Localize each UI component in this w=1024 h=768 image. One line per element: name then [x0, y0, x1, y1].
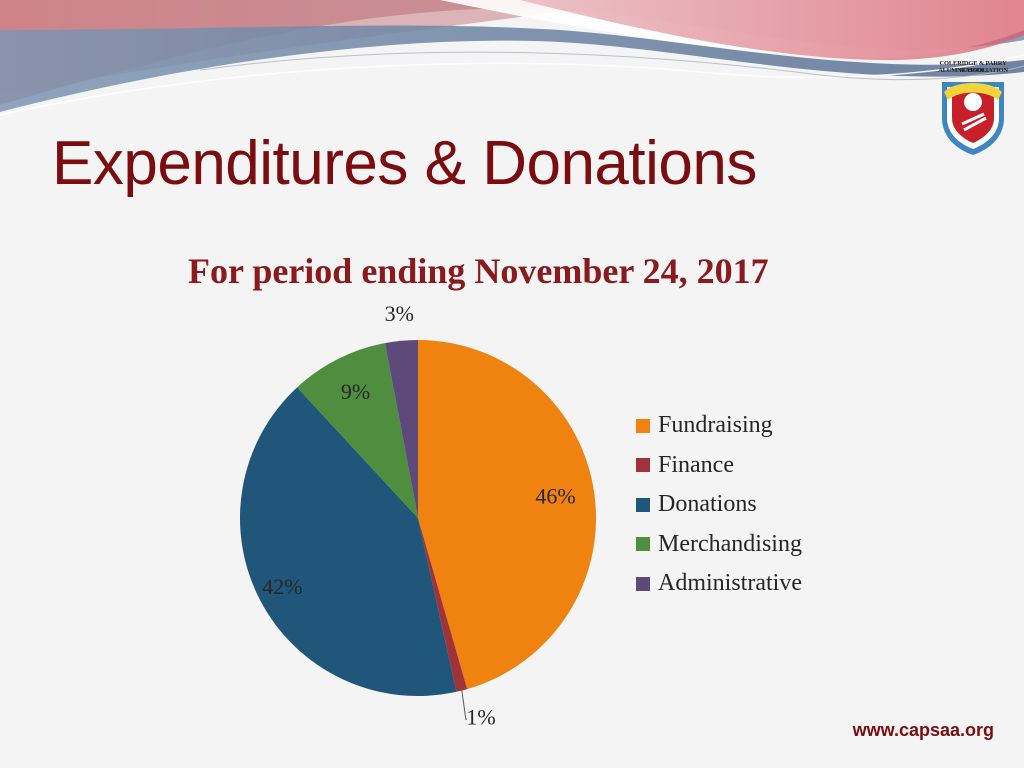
data-label-finance: 1%	[466, 704, 495, 729]
header-wave-decoration	[0, 0, 1024, 116]
pie-slice-administrative	[384, 340, 418, 518]
label-leader-line	[461, 690, 468, 720]
data-label-donations: 42%	[262, 574, 302, 599]
shield-crest-icon	[942, 82, 1004, 155]
pie-slice-merchandising	[297, 343, 418, 518]
legend-label: Donations	[658, 491, 757, 518]
pie-slice-fundraising	[418, 340, 596, 690]
chart-title: For period ending November 24, 2017	[188, 251, 769, 291]
data-label-fundraising: 46%	[535, 484, 575, 509]
slide-title: Expenditures & Donations	[52, 129, 757, 198]
legend-swatch	[636, 418, 650, 433]
legend-label: Merchandising	[658, 530, 802, 557]
logo-line2: ALUMNI ASSOCIATION	[938, 67, 1008, 74]
chart-legend: Fundraising Finance Donations Merchandising…	[636, 406, 802, 604]
legend-label: Fundraising	[658, 412, 773, 439]
legend-swatch	[636, 458, 650, 473]
logo-line1: COLERIDGE & PARRY SCHOOL	[939, 60, 1007, 74]
legend-item-merchandising: Merchandising	[636, 525, 802, 565]
legend-swatch	[636, 497, 650, 512]
pie-slice-finance	[418, 518, 468, 692]
legend-item-donations: Donations	[636, 485, 802, 525]
data-label-merchandising: 9%	[341, 379, 370, 404]
legend-swatch	[636, 537, 650, 552]
legend-item-fundraising: Fundraising	[636, 406, 802, 446]
data-label-administrative: 3%	[385, 301, 414, 326]
website-url[interactable]: www.capsaa.org	[852, 720, 994, 740]
legend-label: Finance	[658, 451, 734, 478]
alumni-association-logo: COLERIDGE & PARRY SCHOOL ALUMNI ASSOCIAT…	[926, 58, 1020, 158]
legend-item-administrative: Administrative	[636, 564, 802, 604]
legend-label: Administrative	[658, 570, 802, 597]
pie-slice-donations	[239, 387, 457, 696]
legend-item-finance: Finance	[636, 446, 802, 486]
legend-swatch	[636, 576, 650, 591]
